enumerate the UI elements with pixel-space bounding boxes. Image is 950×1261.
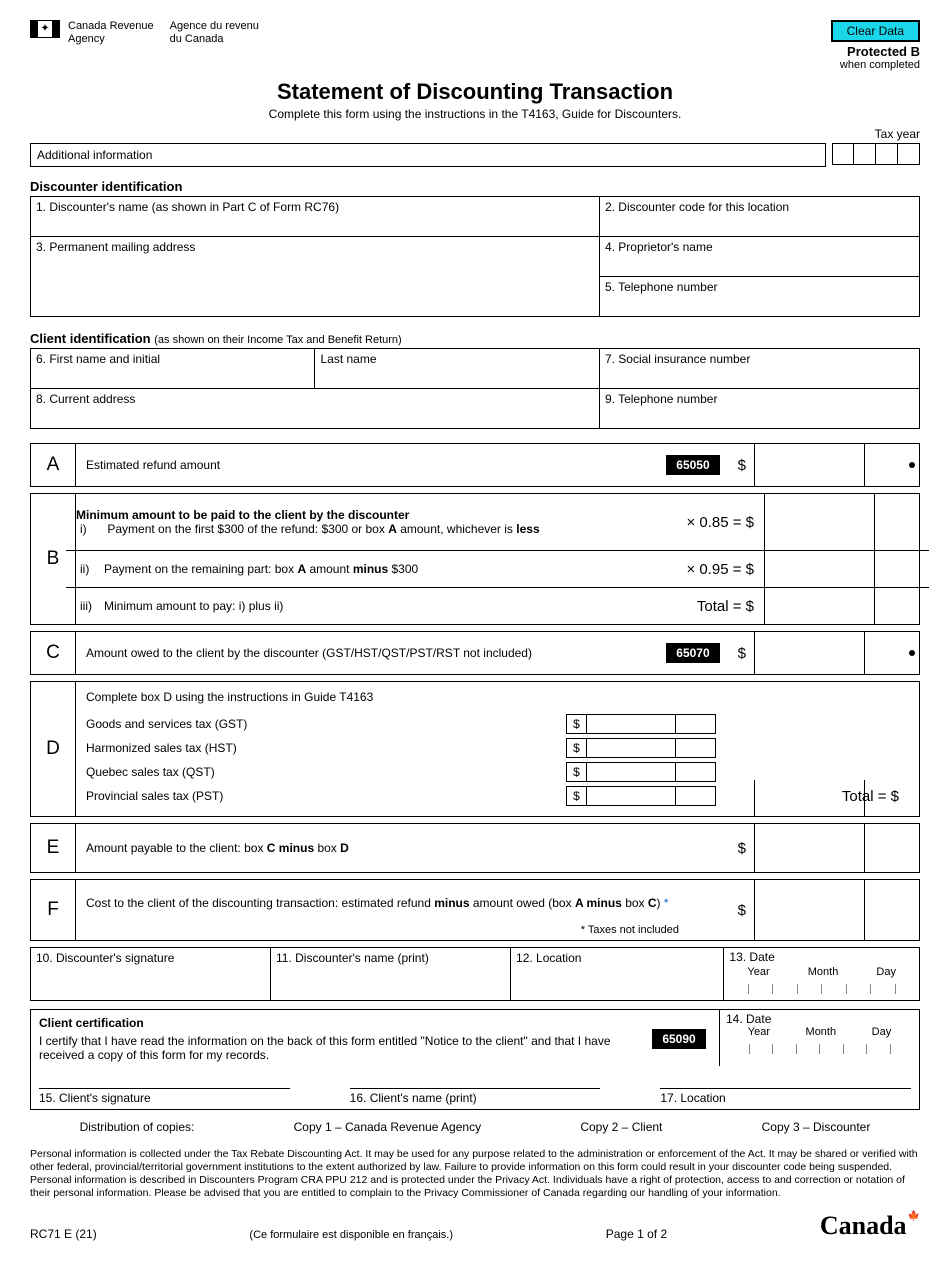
field-client-location[interactable]: 17. Location (660, 1088, 911, 1105)
calc-row-b: B Minimum amount to be paid to the clien… (30, 493, 920, 625)
privacy-statement: Personal information is collected under … (30, 1148, 920, 1201)
field-date-14[interactable]: 14. Date YearMonthDay (719, 1010, 919, 1066)
form-number: RC71 E (21) (30, 1227, 97, 1241)
signature-table: 10. Discounter's signature 11. Discounte… (30, 947, 920, 1001)
calc-row-f: F Cost to the client of the discounting … (30, 879, 920, 941)
amount-a[interactable] (754, 444, 864, 486)
field-current-address[interactable]: 8. Current address (31, 389, 600, 429)
client-certification: Client certification I certify that I ha… (30, 1009, 920, 1110)
amount-b-ii-cents[interactable] (874, 551, 929, 587)
code-65090: 65090 (652, 1029, 705, 1049)
form-title: Statement of Discounting Transaction (30, 79, 920, 105)
calc-row-e: E Amount payable to the client: box C mi… (30, 823, 920, 873)
field-client-telephone[interactable]: 9. Telephone number (599, 389, 919, 429)
distribution-row: Distribution of copies: Copy 1 – Canada … (30, 1120, 920, 1134)
discounter-table: 1. Discounter's name (as shown in Part C… (30, 196, 920, 317)
additional-information-field[interactable]: Additional information (30, 143, 826, 167)
amount-f-cents[interactable] (864, 880, 919, 940)
qst-amount[interactable] (586, 762, 676, 782)
field-disc-signature[interactable]: 10. Discounter's signature (31, 948, 271, 1001)
field-discounter-name[interactable]: 1. Discounter's name (as shown in Part C… (31, 197, 600, 237)
calc-row-a: A Estimated refund amount 65050 $ (30, 443, 920, 487)
page-number: Page 1 of 2 (606, 1227, 667, 1241)
field-client-name-print[interactable]: 16. Client's name (print) (350, 1088, 601, 1105)
amount-d-cents[interactable] (864, 780, 919, 816)
amount-e-cents[interactable] (864, 824, 919, 872)
protected-label: Protected B (831, 44, 920, 59)
tax-year-label: Tax year (875, 127, 920, 141)
french-note: (Ce formulaire est disponible en françai… (249, 1229, 453, 1241)
amount-c-cents[interactable] (864, 632, 919, 674)
calc-row-d: D Complete box D using the instructions … (30, 681, 920, 817)
letter-f: F (30, 879, 76, 941)
agency-name-fr: Agence du revenu du Canada (170, 20, 259, 46)
amount-b-i[interactable] (764, 494, 874, 550)
amount-b-total-cents[interactable] (874, 588, 929, 624)
amount-a-cents[interactable] (864, 444, 919, 486)
discounter-heading: Discounter identification (30, 179, 920, 194)
pst-amount[interactable] (586, 786, 676, 806)
tax-year-input[interactable] (832, 143, 920, 179)
field-client-signature[interactable]: 15. Client's signature (39, 1088, 290, 1105)
field-mailing-address[interactable]: 3. Permanent mailing address (31, 237, 600, 317)
field-discounter-code[interactable]: 2. Discounter code for this location (599, 197, 919, 237)
letter-a: A (30, 443, 76, 487)
when-completed-label: when completed (831, 59, 920, 71)
amount-c[interactable] (754, 632, 864, 674)
canada-wordmark: Canada🍁 (820, 1211, 920, 1241)
canada-flag-icon: ✦ (30, 20, 60, 38)
field-last-name[interactable]: Last name (315, 349, 599, 389)
letter-d: D (30, 681, 76, 817)
field-sin[interactable]: 7. Social insurance number (599, 349, 919, 389)
agency-header: ✦ Canada Revenue Agency Agence du revenu… (30, 20, 259, 46)
field-date-13[interactable]: 13. Date YearMonthDay (724, 948, 920, 1001)
hst-amount[interactable] (586, 738, 676, 758)
agency-name-en: Canada Revenue Agency (68, 20, 154, 46)
field-first-name[interactable]: 6. First name and initial (31, 349, 315, 389)
field-location[interactable]: 12. Location (511, 948, 724, 1001)
amount-e[interactable] (754, 824, 864, 872)
amount-b-ii[interactable] (764, 551, 874, 587)
amount-f[interactable] (754, 880, 864, 940)
amount-b-total[interactable] (764, 588, 874, 624)
form-subtitle: Complete this form using the instruction… (30, 107, 920, 121)
letter-e: E (30, 823, 76, 873)
field-telephone[interactable]: 5. Telephone number (599, 277, 919, 317)
amount-b-i-cents[interactable] (874, 494, 929, 550)
calc-row-c: C Amount owed to the client by the disco… (30, 631, 920, 675)
gst-amount[interactable] (586, 714, 676, 734)
letter-c: C (30, 631, 76, 675)
client-table: 6. First name and initial Last name 7. S… (30, 348, 920, 429)
amount-d-total[interactable] (754, 780, 864, 816)
code-65070: 65070 (666, 643, 719, 663)
code-65050: 65050 (666, 455, 719, 475)
field-proprietor-name[interactable]: 4. Proprietor's name (599, 237, 919, 277)
clear-data-button[interactable]: Clear Data (831, 20, 920, 42)
client-heading: Client identification (as shown on their… (30, 331, 920, 346)
field-disc-name-print[interactable]: 11. Discounter's name (print) (271, 948, 511, 1001)
